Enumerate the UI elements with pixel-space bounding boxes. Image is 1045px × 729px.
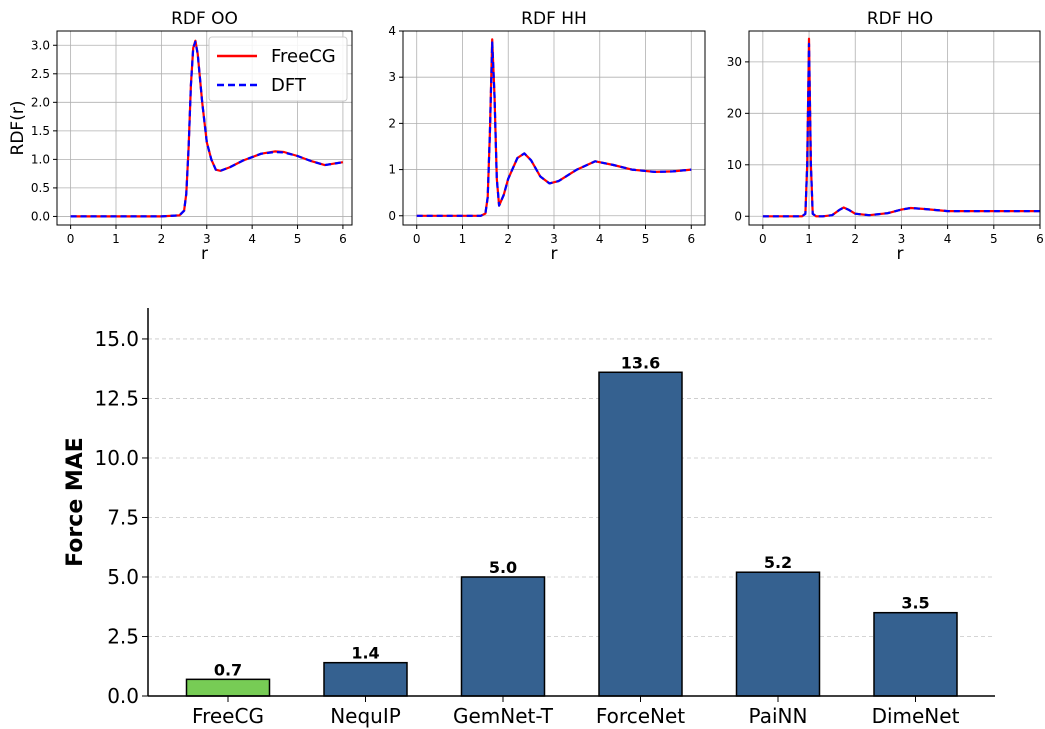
- rdf-ho-chart: RDF HO r 0 1 2 3 4 5 6 0 10 20 30: [727, 9, 1044, 264]
- rdf-ho-grid: [749, 31, 1041, 225]
- rdf-oo-x-tick-label: 0: [67, 232, 75, 246]
- bar-value-label-freecg: 0.7: [214, 660, 242, 679]
- bar-y-tick-label: 2.5: [107, 624, 139, 648]
- rdf-ho-y-tick-label: 0: [734, 209, 742, 223]
- rdf-ho-x-tick-label: 0: [759, 232, 767, 246]
- legend-dft-label: DFT: [271, 75, 307, 96]
- bar-gemnet-t: [460, 576, 546, 697]
- bar-y-tick-label: 15.0: [94, 327, 139, 351]
- rdf-hh-frame-border: [402, 30, 706, 226]
- rdf-hh-x-axis-label: r: [551, 244, 558, 264]
- rdf-oo-y-tick-label: 1.0: [31, 152, 50, 166]
- rdf-ho-y-tick-label: 20: [727, 106, 742, 120]
- rdf-hh-y-tick-label: 0: [388, 209, 396, 223]
- bar-category-label-dimenet: DimeNet: [872, 704, 960, 728]
- bar-category-label-freecg: FreeCG: [192, 704, 264, 728]
- rdf-hh-x-tick-label: 2: [504, 232, 512, 246]
- rdf-hh-y-tick-label: 3: [388, 70, 396, 84]
- legend-freecg-label: FreeCG: [271, 46, 336, 67]
- rdf-oo-x-tick-label: 2: [158, 232, 166, 246]
- bar-category-label-painn: PaiNN: [749, 704, 808, 728]
- bar-y-axis-label: Force MAE: [63, 437, 88, 567]
- bar-value-label-gemnet-t: 5.0: [489, 558, 517, 577]
- rdf-ho-x-tick-label: 4: [944, 232, 952, 246]
- rdf-ho-frame-border: [748, 30, 1041, 226]
- rdf-oo-y-tick-label: 1.5: [31, 124, 50, 138]
- bar-nequip: [323, 661, 408, 697]
- rdf-hh-x-tick-label: 4: [596, 232, 604, 246]
- rdf-oo-frame-border: [56, 30, 353, 226]
- bar-y-tick-label: 10.0: [94, 446, 139, 470]
- bar-category-label-forcenet: ForceNet: [596, 704, 685, 728]
- rdf-hh-x-tick-label: 1: [459, 232, 467, 246]
- rdf-ho-x-tick-label: 5: [990, 232, 998, 246]
- rdf-oo-y-axis-label: RDF(r): [8, 101, 28, 156]
- rdf-ho-x-tick-label: 3: [898, 232, 906, 246]
- rdf-legend: FreeCG DFT: [208, 36, 348, 102]
- bar-y-tick-label: 12.5: [94, 386, 139, 410]
- rdf-hh-chart: RDF HH r 0 1 2 3 4 5 6 0 1 2 3 4: [388, 9, 706, 264]
- rdf-ho-x-tick-label: 6: [1036, 232, 1044, 246]
- bar-forcenet: [598, 371, 683, 697]
- rdf-ho-x-axis-label: r: [897, 244, 904, 264]
- bar-value-label-nequip: 1.4: [351, 644, 379, 663]
- rdf-oo-x-tick-label: 5: [294, 232, 302, 246]
- rdf-oo-title: RDF OO: [171, 9, 238, 29]
- bar-value-label-dimenet: 3.5: [901, 594, 929, 613]
- rdf-oo-x-tick-label: 1: [112, 232, 120, 246]
- rdf-ho-series-dft-line: [762, 42, 1040, 218]
- rdf-ho-x-tick-label: 1: [805, 232, 813, 246]
- bar-freecg: [185, 678, 271, 697]
- rdf-oo-x-tick-label: 6: [339, 232, 347, 246]
- rdf-ho-plot-area: [748, 30, 1041, 226]
- bar-y-tick-label: 0.0: [107, 684, 139, 708]
- bar-y-tick-label: 5.0: [107, 565, 139, 589]
- rdf-hh-series-dft-line: [416, 41, 692, 217]
- rdf-oo-grid: [57, 31, 352, 225]
- rdf-ho-y-tick-label: 10: [727, 158, 742, 172]
- rdf-oo-y-tick-label: 0.5: [31, 181, 50, 195]
- bar-value-label-forcenet: 13.6: [621, 353, 660, 372]
- rdf-oo-x-axis-label: r: [201, 244, 208, 264]
- rdf-hh-x-tick-label: 5: [642, 232, 650, 246]
- rdf-hh-x-tick-label: 3: [550, 232, 558, 246]
- rdf-hh-y-tick-label: 4: [388, 24, 396, 38]
- rdf-oo-series-dft-line: [70, 40, 344, 218]
- rdf-hh-y-tick-label: 2: [388, 116, 396, 130]
- rdf-oo-y-tick-label: 3.0: [31, 38, 50, 52]
- rdf-ho-title: RDF HO: [867, 9, 933, 29]
- rdf-hh-y-tick-label: 1: [388, 163, 396, 177]
- bar-value-label-painn: 5.2: [764, 553, 792, 572]
- bar-y-tick-label: 7.5: [107, 505, 139, 529]
- force-mae-bar-chart: Force MAE 0.0 2.5 5.0 7.5 10.0 12.5 15.0 0.7 Fre…: [63, 308, 995, 728]
- rdf-oo-y-tick-label: 0.0: [31, 209, 50, 223]
- bar-category-label-gemnet-t: GemNet-T: [453, 704, 554, 728]
- rdf-hh-x-tick-label: 6: [687, 232, 695, 246]
- rdf-ho-y-tick-label: 30: [727, 55, 742, 69]
- rdf-oo-y-tick-label: 2.0: [31, 95, 50, 109]
- rdf-hh-x-tick-label: 0: [413, 232, 421, 246]
- rdf-oo-x-tick-label: 3: [203, 232, 211, 246]
- rdf-hh-title: RDF HH: [521, 9, 587, 29]
- rdf-ho-x-tick-label: 2: [851, 232, 859, 246]
- rdf-oo-x-tick-label: 4: [248, 232, 256, 246]
- bar-painn: [735, 571, 821, 697]
- bar-dimenet: [873, 611, 958, 697]
- rdf-oo-y-tick-label: 2.5: [31, 67, 50, 81]
- bar-category-label-nequip: NequIP: [330, 704, 401, 728]
